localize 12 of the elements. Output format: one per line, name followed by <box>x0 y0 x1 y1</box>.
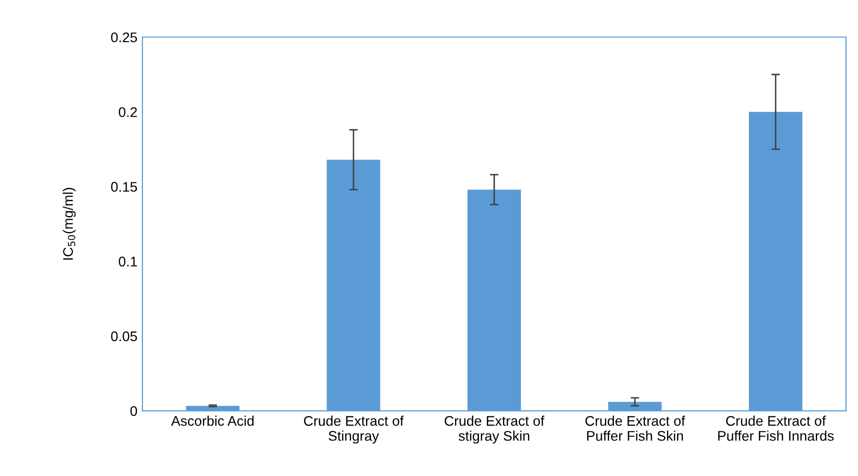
x-tick-label: Ascorbic Acid <box>171 416 254 426</box>
y-axis-title: IC$_{50}$(mg/ml) <box>62 188 76 260</box>
y-tick-label: 0.15 <box>111 182 137 192</box>
y-tick-label: 0.1 <box>118 256 137 266</box>
y-tick-label: 0.25 <box>111 32 137 42</box>
x-tick-label: Crude Extract of Stingray <box>304 416 404 444</box>
x-tick-label: Crude Extract of Puffer Fish Innards <box>718 416 834 441</box>
y-tick-label: 0 <box>130 406 138 416</box>
y-tick-label: 0.05 <box>111 331 137 342</box>
y-tick-label: 0.2 <box>118 107 137 118</box>
x-tick-label: Crude Extract of Puffer Fish Skin <box>585 416 686 441</box>
x-tick-label: Crude Extract of stigray Skin <box>444 416 544 444</box>
